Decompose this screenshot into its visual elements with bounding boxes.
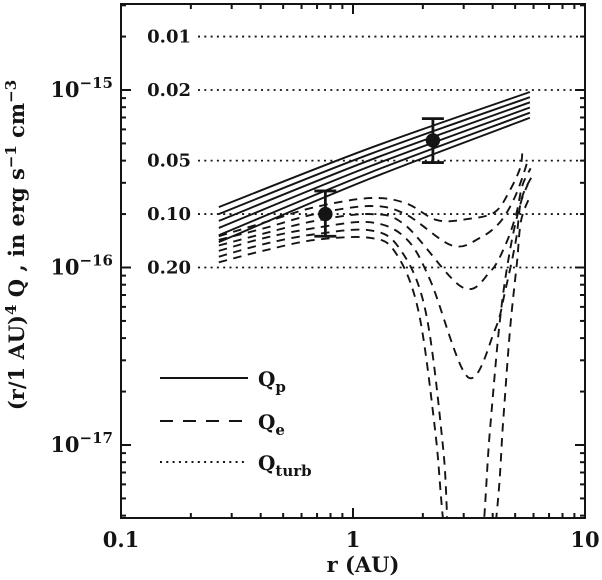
x-tick-label-1: 1 [346, 527, 361, 552]
legend-label-e: Qe [258, 410, 285, 439]
y-axis-title: (r/1 AU)4 Q , in erg s−1 cm−3 [2, 80, 29, 410]
x-tick-label-0.1: 0.1 [103, 527, 140, 552]
qp-curve-1 [218, 96, 531, 215]
dashed-curves-qe [218, 151, 533, 518]
qturb-label-0.05: 0.05 [147, 151, 191, 172]
turb-dotted-lines [198, 35, 585, 269]
qe-curve-3 [218, 175, 533, 380]
qp-curve-4 [218, 111, 531, 237]
y-tick-label-10−16: 10−16 [50, 252, 113, 280]
turb-level-labels: 0.01 0.02 0.05 0.10 0.20 [147, 27, 191, 279]
qturb-label-0.02: 0.02 [147, 80, 191, 101]
qp-curve-5 [218, 116, 531, 243]
legend-label-turb: Qturb [258, 451, 312, 480]
data-point-0 [314, 189, 337, 238]
x-tick-label-10: 10 [570, 527, 599, 552]
axis-tick-labels: 0.1 1 10 10−15 10−16 10−17 [50, 74, 599, 552]
qe-curve-2 [218, 167, 532, 290]
qe-curve-4 [218, 184, 529, 518]
y-tick-label-10−15: 10−15 [50, 74, 113, 102]
qp-curve-0 [218, 91, 531, 208]
data-point-marker [425, 133, 441, 148]
qe-curve-0 [218, 151, 524, 238]
axis-ticks [120, 4, 586, 518]
legend-label-p: Qp [258, 367, 286, 396]
data-point-1 [421, 117, 444, 164]
y-tick-label-10−17: 10−17 [50, 429, 113, 457]
qp-curve-3 [218, 106, 531, 229]
qturb-label-0.01: 0.01 [147, 27, 191, 48]
x-axis-title: r (AU) [327, 552, 400, 577]
data-points [314, 117, 444, 238]
solid-curves-qp [218, 91, 531, 243]
qturb-label-0.20: 0.20 [147, 258, 191, 279]
qp-curve-2 [218, 101, 531, 222]
qturb-label-0.10: 0.10 [147, 204, 191, 225]
qe-curve-1 [218, 159, 529, 248]
legend: Qp Qe Qturb [160, 367, 312, 480]
data-point-marker [318, 206, 333, 222]
